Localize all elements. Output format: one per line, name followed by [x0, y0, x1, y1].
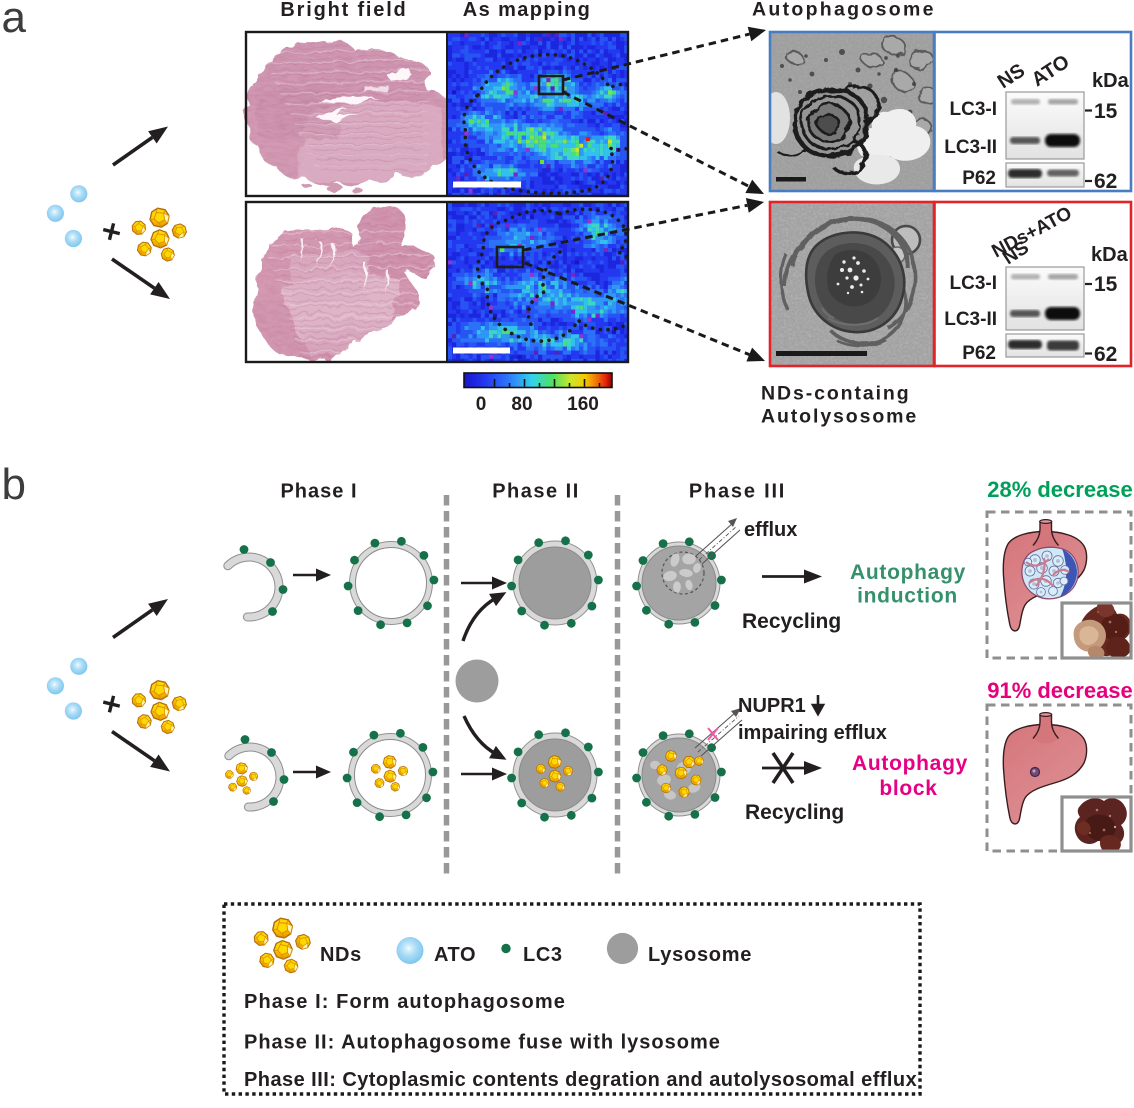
svg-text:Autophagosome: Autophagosome: [752, 0, 936, 21]
svg-text:ATO: ATO: [434, 944, 476, 966]
svg-text:Bright field: Bright field: [280, 0, 407, 21]
svg-text:LC3-II: LC3-II: [944, 309, 997, 330]
svg-text:62: 62: [1094, 343, 1117, 366]
svg-text:b: b: [2, 460, 26, 509]
svg-text:NUPR1: NUPR1: [738, 695, 806, 717]
svg-text:block: block: [879, 777, 937, 800]
svg-text:15: 15: [1094, 100, 1118, 123]
svg-text:Phase II: Autophagosome fuse w: Phase II: Autophagosome fuse with lysoso…: [244, 1032, 721, 1054]
svg-text:Recycling: Recycling: [745, 801, 844, 824]
svg-text:kDa: kDa: [1091, 244, 1129, 266]
svg-text:Lysosome: Lysosome: [648, 944, 752, 966]
svg-text:0: 0: [476, 394, 487, 415]
svg-text:Phase II: Phase II: [492, 481, 580, 503]
svg-text:Phase I: Phase I: [280, 481, 357, 503]
svg-text:As mapping: As mapping: [463, 0, 591, 21]
svg-text:Phase III: Phase III: [689, 481, 786, 503]
svg-text:62: 62: [1094, 170, 1117, 193]
svg-text:impairing efflux: impairing efflux: [738, 722, 887, 744]
svg-text:NDs: NDs: [320, 944, 362, 966]
svg-text:a: a: [2, 0, 27, 42]
svg-text:160: 160: [567, 394, 599, 415]
svg-text:LC3-I: LC3-I: [950, 273, 998, 294]
svg-text:15: 15: [1094, 273, 1118, 296]
svg-text:Autolysosome: Autolysosome: [761, 406, 918, 428]
svg-text:91% decrease: 91% decrease: [987, 678, 1133, 703]
svg-text:efflux: efflux: [744, 519, 797, 541]
svg-text:28% decrease: 28% decrease: [987, 477, 1133, 502]
svg-text:Phase III: Cytoplasmic content: Phase III: Cytoplasmic contents degratio…: [244, 1069, 917, 1091]
svg-text:induction: induction: [857, 585, 958, 608]
svg-text:Recycling: Recycling: [742, 610, 841, 633]
svg-text:NDs-containg: NDs-containg: [761, 383, 911, 405]
svg-text:P62: P62: [962, 343, 996, 364]
svg-text:Autophagy: Autophagy: [852, 752, 968, 775]
svg-text:LC3-II: LC3-II: [944, 137, 997, 158]
svg-text:kDa: kDa: [1092, 70, 1130, 92]
svg-text:LC3: LC3: [523, 944, 563, 966]
svg-text:P62: P62: [962, 168, 996, 189]
svg-text:LC3-I: LC3-I: [950, 99, 998, 120]
svg-text:Phase I: Form autophagosome: Phase I: Form autophagosome: [244, 991, 566, 1013]
svg-text:80: 80: [511, 394, 532, 415]
svg-text:Autophagy: Autophagy: [850, 561, 966, 584]
